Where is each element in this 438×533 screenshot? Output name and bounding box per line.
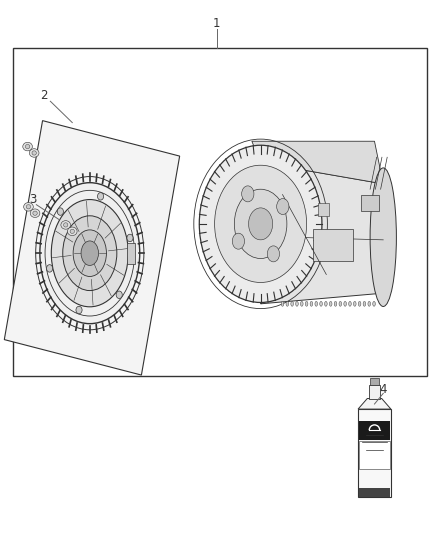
Ellipse shape bbox=[57, 208, 64, 215]
Text: 4: 4 bbox=[379, 383, 387, 395]
Ellipse shape bbox=[127, 234, 133, 241]
Ellipse shape bbox=[23, 142, 32, 151]
Ellipse shape bbox=[358, 302, 361, 306]
Ellipse shape bbox=[232, 233, 244, 249]
Ellipse shape bbox=[33, 211, 37, 215]
Ellipse shape bbox=[373, 302, 375, 306]
Ellipse shape bbox=[61, 221, 71, 229]
Ellipse shape bbox=[277, 199, 289, 215]
Ellipse shape bbox=[64, 223, 68, 227]
Ellipse shape bbox=[353, 302, 356, 306]
Ellipse shape bbox=[73, 230, 106, 277]
Ellipse shape bbox=[76, 306, 82, 314]
Ellipse shape bbox=[300, 302, 303, 306]
Ellipse shape bbox=[267, 246, 279, 262]
Ellipse shape bbox=[67, 227, 77, 236]
Ellipse shape bbox=[29, 149, 39, 157]
Ellipse shape bbox=[30, 209, 40, 217]
Ellipse shape bbox=[315, 302, 318, 306]
Text: 3: 3 bbox=[29, 193, 36, 206]
Polygon shape bbox=[358, 399, 391, 409]
Bar bbox=[318, 203, 328, 216]
Ellipse shape bbox=[116, 291, 122, 298]
Ellipse shape bbox=[98, 192, 104, 200]
Ellipse shape bbox=[339, 302, 342, 306]
Ellipse shape bbox=[26, 205, 31, 209]
Ellipse shape bbox=[286, 302, 289, 306]
Bar bbox=[359, 421, 390, 440]
Ellipse shape bbox=[46, 265, 53, 272]
Ellipse shape bbox=[24, 203, 33, 211]
Ellipse shape bbox=[370, 168, 396, 306]
Ellipse shape bbox=[215, 165, 307, 282]
Ellipse shape bbox=[320, 302, 322, 306]
Bar bbox=[359, 441, 390, 469]
Ellipse shape bbox=[70, 229, 74, 233]
Ellipse shape bbox=[291, 302, 293, 306]
Ellipse shape bbox=[368, 302, 371, 306]
Ellipse shape bbox=[310, 302, 313, 306]
Ellipse shape bbox=[249, 208, 272, 240]
Ellipse shape bbox=[305, 302, 308, 306]
Ellipse shape bbox=[281, 302, 284, 306]
Ellipse shape bbox=[329, 302, 332, 306]
Bar bbox=[370, 378, 379, 385]
Bar bbox=[313, 229, 353, 261]
Ellipse shape bbox=[344, 302, 346, 306]
Polygon shape bbox=[4, 120, 180, 375]
Ellipse shape bbox=[51, 199, 128, 307]
Polygon shape bbox=[127, 243, 135, 264]
Ellipse shape bbox=[25, 144, 30, 149]
Ellipse shape bbox=[32, 151, 36, 155]
Bar bbox=[359, 488, 390, 497]
Text: 2: 2 bbox=[40, 90, 48, 102]
Bar bbox=[13, 48, 427, 376]
Ellipse shape bbox=[334, 302, 337, 306]
Ellipse shape bbox=[199, 145, 322, 303]
Bar bbox=[361, 195, 379, 211]
Ellipse shape bbox=[234, 189, 287, 259]
Polygon shape bbox=[358, 409, 391, 497]
Ellipse shape bbox=[81, 241, 99, 265]
Ellipse shape bbox=[63, 216, 117, 290]
Bar bbox=[368, 385, 380, 399]
Ellipse shape bbox=[325, 302, 327, 306]
Text: 1: 1 bbox=[213, 18, 221, 30]
Ellipse shape bbox=[296, 302, 298, 306]
Ellipse shape bbox=[349, 302, 351, 306]
Polygon shape bbox=[252, 141, 383, 184]
Ellipse shape bbox=[363, 302, 366, 306]
Ellipse shape bbox=[242, 186, 254, 202]
Polygon shape bbox=[261, 163, 383, 304]
Ellipse shape bbox=[40, 183, 140, 324]
